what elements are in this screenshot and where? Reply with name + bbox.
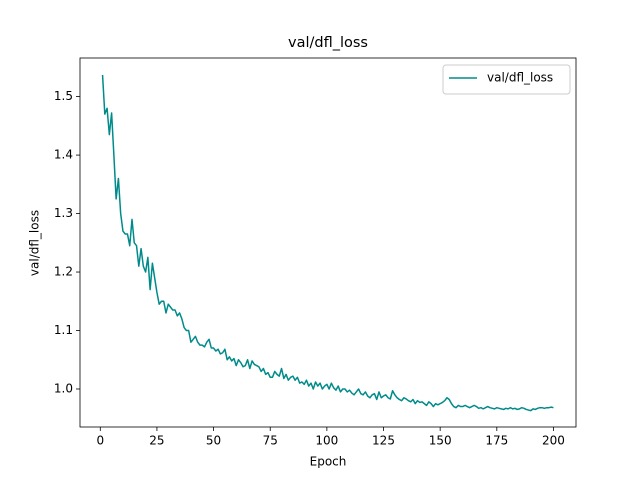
y-tick-label: 1.3 (54, 206, 73, 220)
chart-title: val/dfl_loss (288, 35, 368, 51)
x-tick-label: 75 (263, 434, 278, 448)
x-axis-label: Epoch (310, 455, 347, 469)
y-tick-label: 1.2 (54, 265, 73, 279)
x-tick-label: 200 (542, 434, 565, 448)
x-tick-label: 175 (485, 434, 508, 448)
x-tick-label: 0 (96, 434, 104, 448)
x-tick-label: 150 (429, 434, 452, 448)
legend-label: val/dfl_loss (487, 71, 553, 85)
plot-frame (79, 57, 577, 428)
y-tick-label: 1.1 (54, 323, 73, 337)
legend-box (442, 64, 571, 95)
x-tick-label: 125 (372, 434, 395, 448)
y-axis-label: val/dfl_loss (28, 210, 42, 276)
x-tick-label: 100 (315, 434, 338, 448)
y-tick-label: 1.4 (54, 148, 73, 162)
x-tick-label: 25 (149, 434, 164, 448)
data-line (101, 74, 554, 412)
y-tick-label: 1.5 (54, 89, 73, 103)
y-tick-label: 1.0 (54, 381, 73, 395)
x-tick-label: 50 (206, 434, 221, 448)
